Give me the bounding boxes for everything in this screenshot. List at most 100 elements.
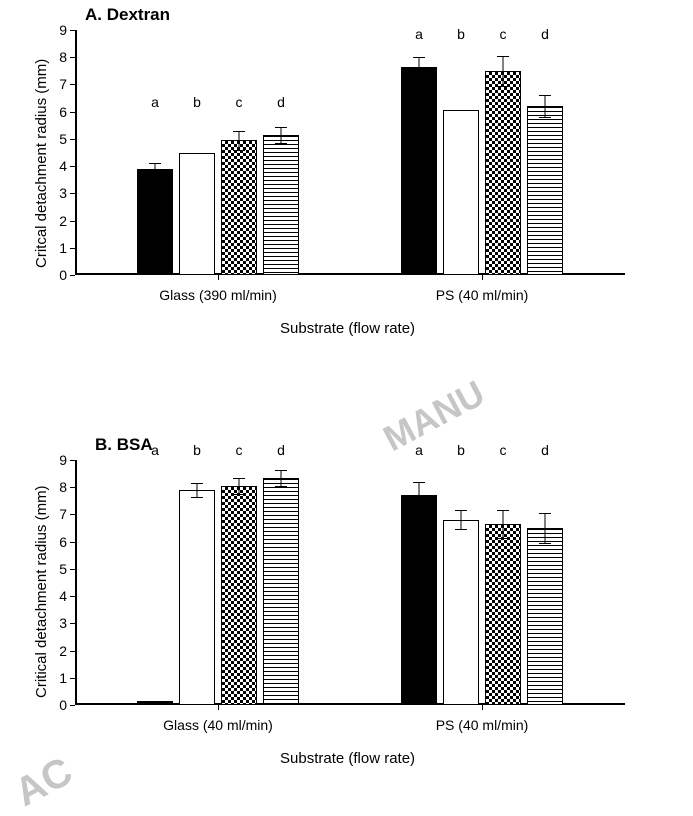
- panel-b: B. BSA 0123456789Glass (40 ml/min)abcdPS …: [0, 430, 693, 790]
- bar-letter: d: [277, 442, 285, 458]
- error-cap: [233, 478, 245, 479]
- panel-title: B. BSA: [95, 435, 153, 455]
- error-bar: [419, 57, 420, 76]
- bar-letter: d: [541, 442, 549, 458]
- error-cap: [413, 76, 425, 77]
- y-tick: [70, 542, 75, 543]
- y-tick: [70, 30, 75, 31]
- y-tick: [70, 84, 75, 85]
- bar: [485, 71, 521, 275]
- bar-letter: a: [151, 442, 159, 458]
- error-cap: [413, 57, 425, 58]
- error-cap: [539, 95, 551, 96]
- y-axis-title: Critical detachment radius (mm): [33, 485, 50, 698]
- error-cap: [233, 131, 245, 132]
- y-tick-label: 0: [59, 697, 67, 713]
- bar: [527, 528, 563, 705]
- y-tick: [70, 705, 75, 706]
- error-cap: [413, 482, 425, 483]
- group-label: PS (40 ml/min): [436, 287, 529, 303]
- y-tick-label: 4: [59, 158, 67, 174]
- bar: [137, 701, 173, 705]
- y-tick-label: 1: [59, 670, 67, 686]
- group-label: Glass (40 ml/min): [163, 717, 273, 733]
- y-tick-label: 3: [59, 185, 67, 201]
- x-axis-title: Substrate (flow rate): [280, 750, 415, 767]
- group-label: Glass (390 ml/min): [159, 287, 276, 303]
- bar: [263, 135, 299, 275]
- chart-area: 0123456789Glass (390 ml/min)abcdPS (40 m…: [75, 30, 625, 275]
- y-tick: [70, 166, 75, 167]
- error-bar: [503, 56, 504, 86]
- error-cap: [539, 117, 551, 118]
- bar: [221, 486, 257, 705]
- bar-letter: b: [193, 94, 201, 110]
- error-bar: [239, 131, 240, 150]
- chart-area: 0123456789Glass (40 ml/min)abcdPS (40 ml…: [75, 460, 625, 705]
- error-cap: [497, 56, 509, 57]
- bar: [401, 495, 437, 705]
- y-tick: [70, 623, 75, 624]
- x-tick: [218, 275, 219, 280]
- y-tick-label: 7: [59, 76, 67, 92]
- y-tick-label: 6: [59, 104, 67, 120]
- bar-letter: c: [500, 442, 507, 458]
- y-tick-label: 0: [59, 267, 67, 283]
- y-tick-label: 1: [59, 240, 67, 256]
- y-tick-label: 6: [59, 534, 67, 550]
- y-axis: [75, 460, 77, 705]
- error-cap: [275, 486, 287, 487]
- error-cap: [149, 174, 161, 175]
- error-bar: [545, 513, 546, 543]
- bar: [485, 524, 521, 705]
- y-tick-label: 8: [59, 49, 67, 65]
- panel-title: A. Dextran: [85, 5, 170, 25]
- y-tick: [70, 569, 75, 570]
- y-tick: [70, 112, 75, 113]
- y-tick: [70, 221, 75, 222]
- bar-letter: d: [277, 94, 285, 110]
- error-cap: [539, 543, 551, 544]
- y-tick-label: 9: [59, 452, 67, 468]
- bar-letter: b: [457, 26, 465, 42]
- error-cap: [233, 150, 245, 151]
- bar-letter: a: [151, 94, 159, 110]
- error-cap: [275, 470, 287, 471]
- error-bar: [155, 163, 156, 174]
- bar: [263, 478, 299, 705]
- y-tick-label: 5: [59, 561, 67, 577]
- y-tick-label: 9: [59, 22, 67, 38]
- x-axis-title: Substrate (flow rate): [280, 320, 415, 337]
- y-tick: [70, 596, 75, 597]
- y-tick-label: 3: [59, 615, 67, 631]
- bar: [137, 169, 173, 275]
- error-bar: [545, 95, 546, 117]
- bar: [443, 520, 479, 705]
- bar-letter: c: [236, 94, 243, 110]
- error-bar: [419, 482, 420, 509]
- panel-a: A. Dextran 0 1 2 3 4 5 6 7 8 9 Glass (390 ml/min) a b…: [0, 0, 693, 360]
- error-cap: [413, 509, 425, 510]
- y-axis: [75, 30, 77, 275]
- error-cap: [539, 513, 551, 514]
- error-bar: [197, 483, 198, 497]
- bar: [401, 67, 437, 275]
- y-tick: [70, 193, 75, 194]
- error-cap: [497, 538, 509, 539]
- bar: [179, 153, 215, 276]
- y-tick-label: 4: [59, 588, 67, 604]
- bar: [527, 106, 563, 275]
- error-cap: [191, 483, 203, 484]
- y-tick-label: 5: [59, 131, 67, 147]
- error-cap: [191, 497, 203, 498]
- error-cap: [233, 494, 245, 495]
- y-tick-label: 8: [59, 479, 67, 495]
- x-tick: [482, 705, 483, 710]
- error-cap: [497, 86, 509, 87]
- bar-letter: c: [500, 26, 507, 42]
- error-bar: [503, 510, 504, 537]
- y-tick-label: 2: [59, 213, 67, 229]
- bar: [179, 490, 215, 705]
- y-tick-label: 7: [59, 506, 67, 522]
- error-bar: [461, 510, 462, 529]
